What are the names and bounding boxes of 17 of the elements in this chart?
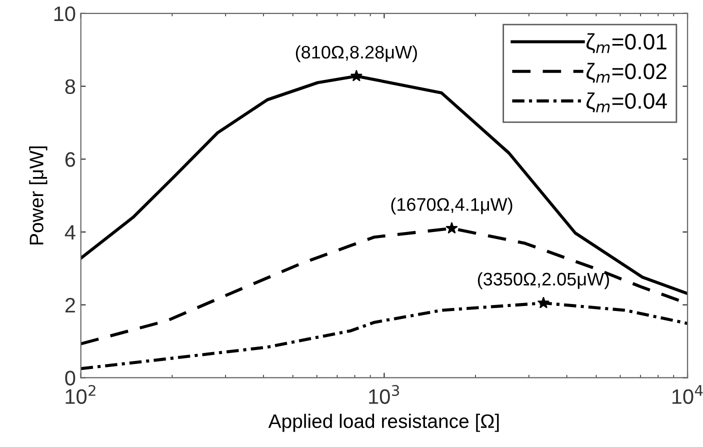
x-tick-label: 10$^{2}$: [66, 384, 96, 404]
legend-label: ζ$_{m}$=0.04: [586, 92, 667, 112]
y-tick-label: 6: [65, 152, 76, 167]
y-tick-label: 2: [65, 298, 75, 312]
legend-label: ζ$_{m}$=0.01: [586, 33, 666, 54]
annotation: (1670Ω,4.1μW): [391, 198, 512, 214]
legend-label: ζ$_{m}$=0.02: [586, 62, 666, 83]
annotation: (810Ω,8.28μW): [296, 45, 417, 62]
y-tick-label: 8: [65, 79, 76, 94]
y-tick-label: 0: [65, 370, 76, 386]
x-tick-label: 10$^{4}$: [672, 385, 703, 404]
x-tick-label: 10$^{3}$: [369, 384, 400, 404]
x-axis-title: Applied load resistance [Ω]: [268, 414, 499, 432]
y-tick-label: 10: [54, 6, 76, 22]
annotation: (3350Ω,2.05μW): [478, 272, 609, 290]
y-axis-title: Power [μW]: [29, 146, 48, 244]
y-tick-label: 4: [64, 225, 76, 240]
